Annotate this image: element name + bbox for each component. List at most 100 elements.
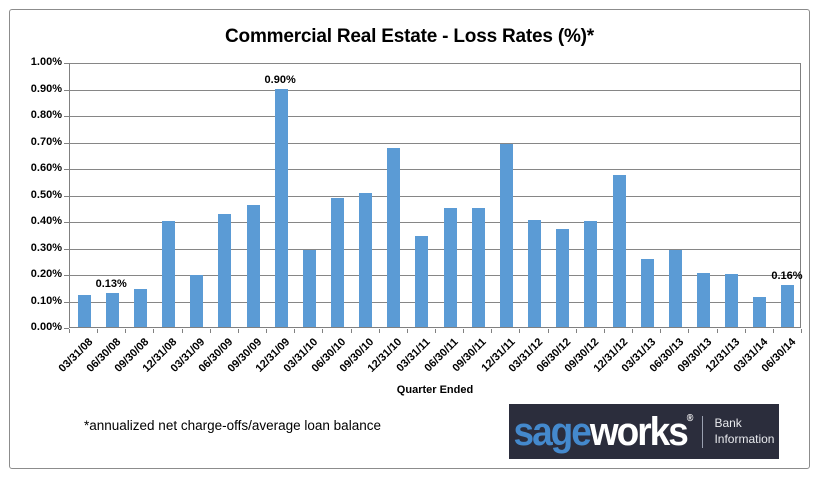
bar bbox=[556, 228, 570, 327]
x-axis-tick bbox=[547, 329, 549, 333]
bar bbox=[218, 214, 232, 327]
x-axis-tick bbox=[209, 329, 211, 333]
logo-tagline-line2: Information bbox=[714, 431, 775, 446]
bar bbox=[274, 88, 288, 327]
data-label: 0.90% bbox=[264, 73, 296, 86]
y-axis-tick bbox=[64, 89, 69, 91]
x-axis-tick bbox=[322, 329, 324, 333]
y-axis-label: 1.00% bbox=[30, 56, 62, 68]
data-label: 0.13% bbox=[95, 277, 127, 290]
bar bbox=[190, 275, 204, 327]
y-axis-label: 0.10% bbox=[30, 294, 62, 307]
bar bbox=[696, 272, 710, 327]
y-axis-label: 0.30% bbox=[30, 241, 62, 254]
y-axis-label: 0.90% bbox=[30, 82, 62, 95]
y-axis-tick bbox=[64, 248, 69, 250]
y-axis-tick bbox=[64, 328, 69, 329]
x-axis-tick bbox=[97, 329, 99, 333]
y-axis-label: 0.80% bbox=[30, 109, 62, 121]
gridline bbox=[70, 89, 800, 91]
x-axis-tick bbox=[716, 329, 718, 333]
bar bbox=[612, 174, 626, 327]
y-axis-label: 0.00% bbox=[30, 321, 62, 333]
bar bbox=[415, 235, 429, 327]
x-axis-tick bbox=[181, 329, 183, 333]
x-axis-tick bbox=[660, 329, 662, 333]
x-axis-tick bbox=[294, 329, 296, 333]
plot-area bbox=[69, 63, 801, 328]
bar bbox=[105, 292, 119, 327]
bar bbox=[359, 193, 373, 327]
x-axis-tick bbox=[491, 329, 493, 333]
y-axis-tick bbox=[64, 301, 69, 303]
x-axis-tick bbox=[772, 329, 774, 333]
x-axis-tick bbox=[575, 329, 577, 333]
gridline bbox=[70, 275, 800, 276]
x-axis-tick bbox=[603, 329, 605, 333]
x-axis-tick bbox=[688, 329, 690, 333]
gridline bbox=[70, 63, 800, 64]
logo-wordmark: sageworks® bbox=[514, 412, 694, 452]
y-axis-tick bbox=[64, 116, 69, 117]
logo-tagline: Bank Information bbox=[714, 416, 774, 447]
logo-tagline-line1: Bank bbox=[714, 415, 742, 430]
bar bbox=[443, 207, 457, 327]
logo-text-sage: sage bbox=[513, 409, 592, 454]
bar bbox=[528, 219, 542, 327]
x-axis-tick bbox=[237, 329, 239, 333]
sageworks-logo: sageworks® Bank Information bbox=[509, 404, 779, 459]
y-axis-label: 0.40% bbox=[30, 215, 62, 227]
bar bbox=[330, 198, 344, 327]
bar bbox=[725, 274, 739, 327]
bar bbox=[162, 221, 176, 327]
y-axis-tick bbox=[64, 195, 69, 197]
bar bbox=[387, 148, 401, 327]
bar bbox=[640, 259, 654, 327]
gridline bbox=[70, 169, 800, 170]
y-axis-label: 0.60% bbox=[30, 162, 62, 174]
data-label: 0.16% bbox=[771, 269, 803, 282]
y-axis-tick bbox=[64, 142, 69, 144]
y-axis-tick bbox=[64, 169, 69, 170]
gridline bbox=[70, 116, 800, 117]
bar bbox=[753, 296, 767, 327]
logo-separator bbox=[702, 415, 704, 448]
y-axis-label: 0.50% bbox=[30, 188, 62, 201]
footnote: *annualized net charge-offs/average loan… bbox=[84, 418, 381, 433]
y-axis-label: 0.70% bbox=[30, 135, 62, 148]
x-axis-tick bbox=[519, 329, 521, 333]
registered-mark: ® bbox=[686, 412, 694, 424]
x-axis-tick bbox=[69, 329, 70, 333]
x-axis-tick bbox=[801, 329, 802, 333]
gridline bbox=[70, 222, 800, 223]
gridline bbox=[70, 248, 800, 250]
bar bbox=[668, 250, 682, 327]
y-axis-label: 0.20% bbox=[30, 268, 62, 280]
x-axis-tick bbox=[632, 329, 634, 333]
x-axis-tick bbox=[125, 329, 127, 333]
gridline bbox=[70, 301, 800, 303]
bar bbox=[781, 284, 795, 327]
x-axis-tick bbox=[744, 329, 746, 333]
bar bbox=[499, 144, 513, 327]
x-axis-tick bbox=[463, 329, 465, 333]
y-axis-tick bbox=[64, 275, 69, 276]
bar bbox=[471, 207, 485, 327]
chart-title: Commercial Real Estate - Loss Rates (%)* bbox=[225, 26, 594, 47]
x-axis-tick bbox=[406, 329, 408, 333]
x-axis-tick bbox=[435, 329, 436, 333]
bar bbox=[133, 288, 147, 327]
gridline bbox=[70, 195, 800, 197]
bar bbox=[584, 221, 598, 327]
x-axis-tick bbox=[153, 329, 155, 333]
y-axis-tick bbox=[64, 63, 69, 64]
chart-frame: Commercial Real Estate - Loss Rates (%)*… bbox=[9, 9, 810, 469]
logo-text-works: works bbox=[589, 409, 689, 454]
x-axis-tick bbox=[266, 329, 268, 333]
y-axis-tick bbox=[64, 222, 69, 223]
x-axis-tick bbox=[378, 329, 380, 333]
bar bbox=[246, 205, 260, 327]
x-axis-title: Quarter Ended bbox=[396, 384, 474, 396]
x-axis-tick bbox=[350, 329, 352, 333]
bar bbox=[77, 295, 91, 327]
